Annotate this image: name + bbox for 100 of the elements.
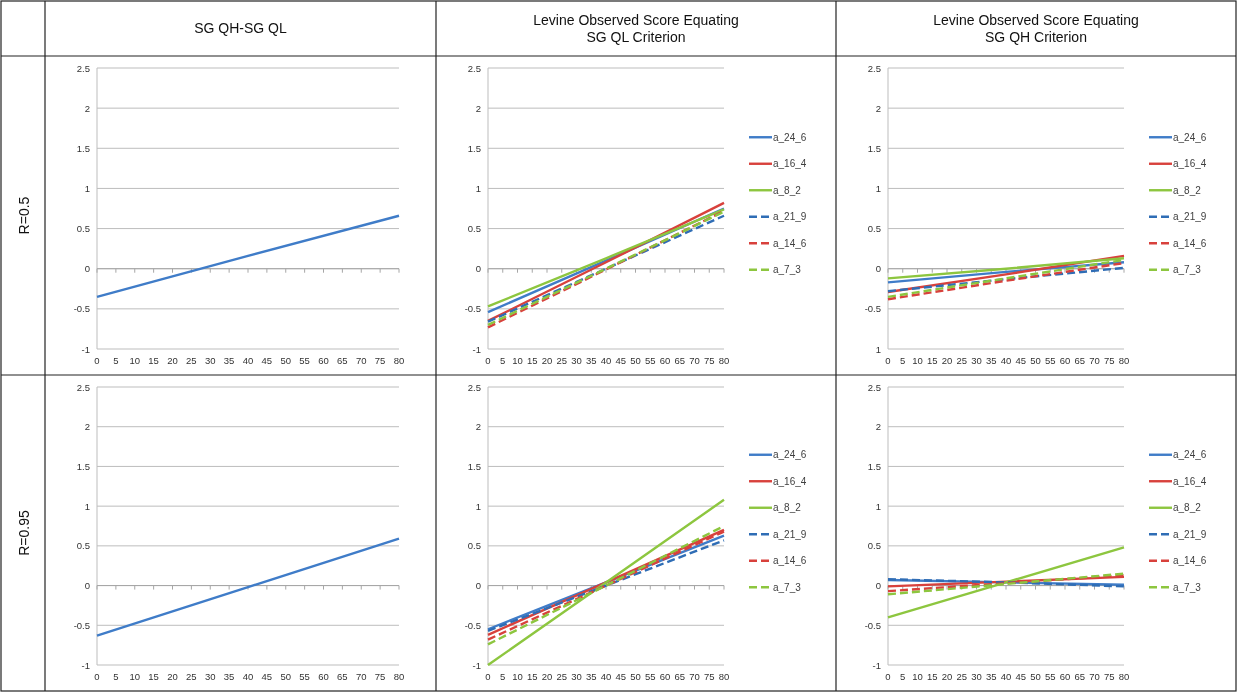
y-tick-label: 2 (875, 421, 881, 433)
y-tick-label: -0.5 (73, 619, 90, 631)
y-tick-label: 2 (84, 102, 90, 114)
legend-label: a_21_9 (1173, 211, 1207, 223)
y-axis-title: R=0.5 (15, 196, 32, 235)
x-tick-label: 10 (512, 355, 523, 366)
x-tick-label: 30 (971, 355, 982, 366)
x-tick-label: 75 (703, 671, 715, 682)
legend-label: a_14_6 (773, 237, 807, 249)
y-tick-label: 1.5 (76, 460, 90, 472)
x-tick-label: 25 (556, 355, 568, 366)
legend-label: a_8_2 (1173, 184, 1202, 196)
x-tick-label: 60 (318, 355, 329, 366)
x-tick-label: 45 (1015, 671, 1027, 682)
chart-title: Levine Observed Score Equating SG QL Criterion (533, 11, 739, 45)
y-tick-label: 0 (875, 580, 881, 592)
legend-label: a_7_3 (773, 264, 802, 276)
x-tick-label: 70 (1089, 671, 1100, 682)
x-tick-label: 25 (956, 671, 968, 682)
x-tick-label: 60 (659, 355, 671, 366)
x-tick-label: 45 (261, 355, 273, 366)
legend-label: a_16_4 (1173, 475, 1207, 487)
y-tick-label: 0.5 (467, 540, 481, 552)
legend-label: a_8_2 (1173, 502, 1202, 514)
x-tick-label: 30 (571, 671, 582, 682)
x-tick-label: 5 (113, 355, 119, 366)
legend-label: a_21_9 (1173, 528, 1207, 540)
legend-label: a_8_2 (773, 184, 802, 196)
y-tick-label: 1 (875, 182, 881, 194)
x-tick-label: 35 (985, 355, 997, 366)
x-tick-label: 65 (674, 355, 686, 366)
x-tick-label: 20 (941, 671, 953, 682)
y-tick-label: -1 (81, 343, 90, 355)
legend-label: a_16_4 (773, 158, 807, 170)
x-tick-label: 60 (1059, 671, 1071, 682)
x-tick-label: 50 (1030, 671, 1041, 682)
x-tick-label: 20 (167, 355, 178, 366)
x-tick-label: 35 (223, 671, 235, 682)
x-tick-label: 65 (337, 671, 348, 682)
x-tick-label: 75 (1103, 671, 1115, 682)
y-tick-label: 1 (875, 500, 881, 512)
y-tick-label: -0.5 (464, 619, 481, 631)
legend-label: a_16_4 (773, 475, 807, 487)
x-tick-label: 55 (1044, 355, 1056, 366)
x-tick-label: 55 (644, 671, 656, 682)
x-tick-label: 50 (630, 355, 641, 366)
x-tick-label: 80 (718, 671, 730, 682)
x-tick-label: 10 (512, 671, 523, 682)
x-tick-label: 5 (113, 671, 119, 682)
x-tick-label: 40 (1000, 355, 1012, 366)
x-tick-label: 55 (299, 671, 310, 682)
x-tick-label: 35 (585, 671, 597, 682)
x-tick-label: 10 (129, 671, 141, 682)
x-tick-label: 30 (204, 355, 216, 366)
x-tick-label: 0 (885, 671, 891, 682)
y-tick-label: -0.5 (73, 303, 90, 315)
x-tick-label: 15 (926, 355, 938, 366)
y-tick-label: 2 (875, 102, 881, 114)
x-tick-label: 65 (337, 355, 348, 366)
y-tick-label: 2.5 (76, 381, 90, 393)
x-tick-label: 50 (1030, 355, 1041, 366)
y-tick-label: 0.5 (867, 540, 881, 552)
legend-label: a_21_9 (773, 528, 807, 540)
x-tick-label: 75 (1103, 355, 1115, 366)
legend-label: a_24_6 (1173, 449, 1207, 461)
y-tick-label: 2 (475, 421, 481, 433)
x-tick-label: 80 (1118, 671, 1130, 682)
y-tick-label: -1 (472, 343, 481, 355)
x-tick-label: 25 (186, 671, 197, 682)
y-tick-label: 2.5 (867, 381, 881, 393)
x-tick-label: 65 (674, 671, 686, 682)
x-tick-label: 75 (374, 671, 386, 682)
legend-label: a_14_6 (773, 555, 807, 567)
y-tick-label: -1 (472, 659, 481, 671)
y-tick-label: -0.5 (864, 619, 881, 631)
x-tick-label: 45 (261, 671, 273, 682)
x-tick-label: 40 (600, 355, 612, 366)
x-tick-label: 0 (885, 355, 891, 366)
x-tick-label: 40 (242, 671, 254, 682)
y-tick-label: 2.5 (467, 381, 481, 393)
x-tick-label: 30 (204, 671, 216, 682)
x-tick-label: 65 (1074, 671, 1086, 682)
x-tick-label: 5 (900, 671, 906, 682)
x-tick-label: 60 (659, 671, 671, 682)
y-tick-label: 1 (84, 182, 90, 194)
x-tick-label: 65 (1074, 355, 1086, 366)
x-tick-label: 70 (355, 355, 367, 366)
x-tick-label: 15 (148, 671, 159, 682)
y-tick-label: 0 (84, 580, 90, 592)
y-tick-label: 0.5 (76, 223, 90, 235)
x-tick-label: 40 (242, 355, 254, 366)
legend-label: a_24_6 (773, 131, 807, 143)
x-tick-label: 5 (500, 355, 506, 366)
x-tick-label: 70 (1089, 355, 1100, 366)
chart-title: SG QH-SG QL (194, 20, 287, 36)
x-tick-label: 50 (280, 671, 292, 682)
legend-label: a_7_3 (773, 581, 802, 593)
y-tick-label: 1 (475, 182, 481, 194)
y-tick-label: -0.5 (864, 303, 881, 315)
x-tick-label: 70 (689, 671, 700, 682)
